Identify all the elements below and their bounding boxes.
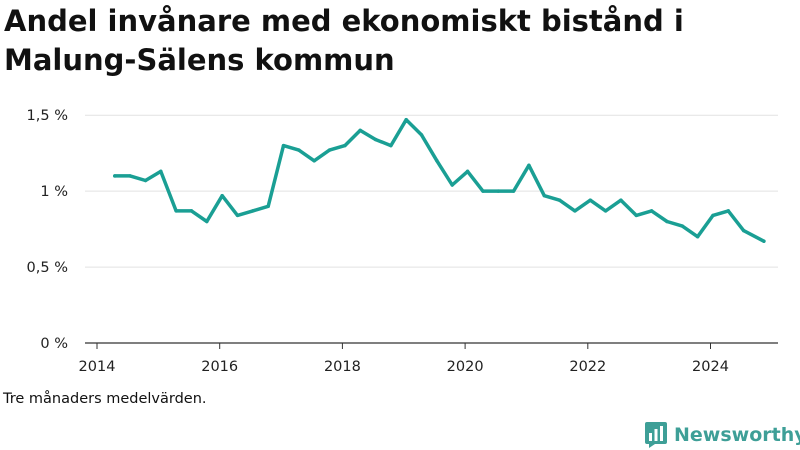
- data-point: [435, 159, 439, 163]
- data-point: [619, 198, 623, 202]
- data-point: [312, 159, 316, 163]
- x-tick-label: 2014: [79, 359, 116, 375]
- data-point: [557, 198, 562, 202]
- data-point: [159, 169, 163, 174]
- y-tick-label: 1,5 %: [27, 108, 68, 124]
- data-point: [588, 198, 592, 202]
- data-point: [128, 174, 132, 178]
- newsworthy-logo-icon: [645, 422, 667, 448]
- data-point: [358, 128, 362, 133]
- x-tick-label: 2022: [569, 359, 606, 375]
- data-point: [297, 148, 301, 152]
- data-point: [542, 193, 546, 198]
- data-point: [343, 143, 347, 148]
- gridlines: [85, 114, 778, 268]
- data-point: [665, 219, 669, 224]
- data-point: [419, 133, 424, 137]
- data-point: [680, 224, 684, 228]
- data-point: [373, 137, 378, 142]
- x-tick-label: 2020: [447, 359, 484, 375]
- data-point: [174, 209, 178, 213]
- y-tick-label: 0,5 %: [27, 260, 68, 276]
- data-point: [389, 143, 393, 148]
- data-point: [251, 209, 255, 213]
- data-point: [634, 213, 638, 218]
- data-point: [189, 209, 194, 213]
- data-point: [404, 118, 408, 122]
- chart-title: Andel invånare med ekonomiskt bistånd i …: [4, 4, 684, 77]
- data-point: [235, 213, 240, 218]
- data-point: [143, 178, 148, 183]
- x-tick-label: 2024: [692, 359, 729, 375]
- data-point: [481, 189, 485, 193]
- data-point: [511, 189, 516, 193]
- data-point: [649, 209, 654, 213]
- data-point: [266, 204, 270, 209]
- data-point: [527, 163, 531, 168]
- data-point: [603, 209, 608, 213]
- y-tick-label: 0 %: [40, 336, 68, 352]
- footnote: Tre månaders medelvärden.: [3, 391, 207, 407]
- data-point: [281, 143, 286, 148]
- data-point: [113, 174, 117, 178]
- axes: 0 % 0,5 % 1 % 1,5 % 2014 2016 2018 2020 2022 2024: [27, 108, 778, 375]
- data-point: [496, 189, 500, 193]
- data-point: [573, 209, 577, 213]
- data-point: [726, 209, 731, 213]
- data-point: [450, 183, 454, 187]
- data-point: [327, 148, 332, 152]
- brand-name: Newsworthy: [674, 424, 800, 446]
- data-point: [711, 213, 715, 218]
- brand-logo: Newsworthy: [644, 420, 800, 450]
- data-point: [465, 169, 470, 174]
- data-point: [220, 193, 224, 198]
- series-group: [113, 117, 766, 243]
- y-tick-label: 1 %: [40, 184, 68, 200]
- data-point: [762, 239, 766, 243]
- x-tick-label: 2016: [201, 359, 238, 375]
- data-point: [205, 219, 209, 224]
- data-point: [741, 228, 746, 233]
- x-tick-label: 2018: [324, 359, 361, 375]
- data-point: [695, 234, 700, 239]
